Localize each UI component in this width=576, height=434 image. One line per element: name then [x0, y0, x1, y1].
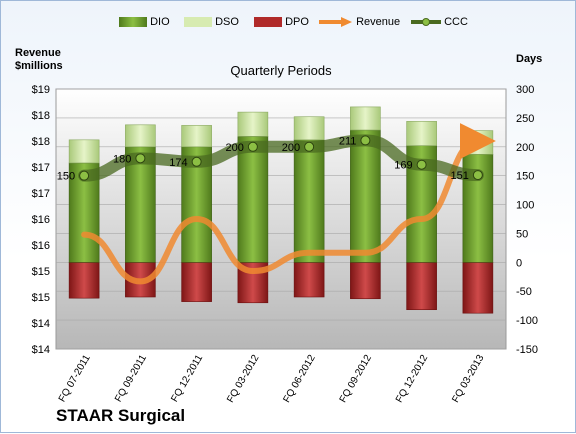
right-tick-label: 250: [516, 113, 534, 125]
left-tick-label: $16: [32, 240, 50, 252]
dso-bar: [406, 121, 437, 146]
dso-bar: [293, 116, 325, 141]
category-label: FQ 03-2012: [225, 353, 261, 405]
right-tick-label: 300: [516, 84, 534, 96]
ccc-point: [304, 141, 315, 152]
ccc-point: [79, 170, 90, 181]
category-label: FQ 07-2011: [57, 353, 93, 404]
ccc-data-label: 200: [226, 142, 244, 154]
right-tick-label: -50: [516, 286, 532, 298]
legend-ccc: CCC: [411, 16, 468, 28]
right-tick-label: 100: [516, 200, 534, 212]
ccc-data-label: 169: [394, 160, 412, 172]
category-label: FQ 09-2012: [338, 353, 374, 405]
legend-dso: DSO: [184, 16, 239, 28]
legend-dio-label: DIO: [150, 16, 170, 28]
left-axis-title-line2: $millions: [15, 60, 63, 72]
dio-bar: [125, 146, 156, 263]
left-tick-label: $19: [32, 84, 50, 96]
legend-dso-swatch: [184, 17, 212, 28]
dpo-bar: [293, 262, 325, 298]
dpo-bar: [406, 262, 437, 311]
right-axis-title: Days: [516, 53, 543, 65]
ccc-data-label: 150: [57, 171, 75, 183]
right-tick-label: 150: [516, 171, 534, 183]
legend-revenue-swatch: [319, 17, 352, 28]
dio-bar: [237, 136, 269, 263]
dio-bar: [293, 139, 325, 263]
ccc-data-label: 180: [113, 153, 131, 165]
dpo-bar: [350, 262, 381, 300]
category-label: FQ 12-2011: [169, 353, 205, 404]
category-label: FQ 03-2013: [450, 353, 486, 405]
dso-bar: [237, 111, 269, 137]
left-tick-label: $14: [32, 344, 50, 356]
legend-dio: DIO: [119, 16, 170, 28]
dio-bar: [350, 129, 381, 263]
left-tick-label: $18: [32, 136, 50, 148]
ccc-point: [247, 141, 258, 152]
left-tick-label: $18: [32, 110, 50, 122]
dpo-bar: [462, 262, 494, 314]
category-label: FQ 06-2012: [282, 353, 318, 405]
right-tick-label: 0: [516, 257, 522, 269]
legend-dpo: DPO: [254, 16, 309, 28]
ccc-point: [135, 153, 146, 164]
legend-dpo-label: DPO: [285, 16, 309, 28]
category-label: FQ 12-2012: [394, 353, 430, 405]
left-tick-label: $17: [32, 162, 50, 174]
category-label: FQ 09-2011: [113, 353, 149, 404]
left-tick-label: $16: [32, 214, 50, 226]
left-axis-title-line1: Revenue: [15, 47, 61, 59]
dso-bar: [125, 124, 156, 148]
company-name: STAAR Surgical: [56, 406, 186, 425]
left-tick-label: $17: [32, 188, 50, 200]
left-tick-label: $14: [32, 318, 50, 330]
legend: DIO DSO DPO Revenue CCC: [1, 16, 576, 32]
ccc-point: [472, 170, 483, 181]
ccc-data-label: 151: [451, 170, 469, 182]
ccc-point: [416, 159, 427, 170]
dso-bar: [350, 106, 381, 131]
left-tick-label: $15: [32, 292, 50, 304]
legend-dso-label: DSO: [215, 16, 239, 28]
ccc-data-label: 200: [282, 142, 300, 154]
dso-bar: [68, 139, 100, 164]
right-tick-label: -100: [516, 315, 538, 327]
dso-bar: [181, 125, 212, 148]
ccc-point: [191, 156, 202, 167]
plot-area: [55, 88, 507, 350]
left-tick-label: $15: [32, 266, 50, 278]
legend-revenue-label: Revenue: [356, 16, 401, 28]
right-tick-label: -150: [516, 344, 538, 356]
legend-dio-swatch: [119, 17, 147, 28]
legend-ccc-swatch: [411, 18, 441, 27]
left-axis-title: Revenue $millions: [15, 47, 63, 73]
ccc-data-label: 174: [169, 157, 187, 169]
legend-ccc-label: CCC: [444, 16, 468, 28]
right-tick-label: 200: [516, 142, 534, 154]
plot-title: Quarterly Periods: [230, 63, 332, 78]
ccc-point: [360, 135, 371, 146]
right-tick-label: 50: [516, 228, 528, 240]
legend-dpo-swatch: [254, 17, 282, 28]
legend-revenue: Revenue: [319, 16, 400, 28]
revenue-line: [81, 123, 496, 285]
dpo-bar: [181, 262, 212, 302]
ccc-data-label: 211: [339, 135, 357, 147]
dpo-bar: [68, 262, 100, 299]
